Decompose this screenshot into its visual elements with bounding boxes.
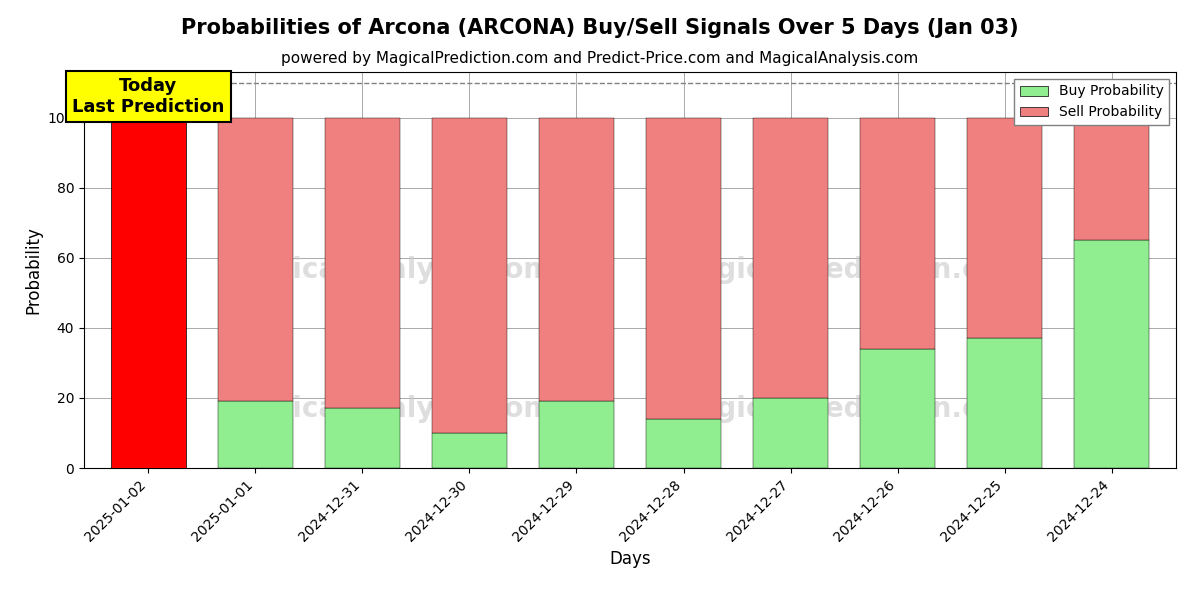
Text: MagicalAnalysis.com: MagicalAnalysis.com — [227, 395, 553, 422]
Text: Probabilities of Arcona (ARCONA) Buy/Sell Signals Over 5 Days (Jan 03): Probabilities of Arcona (ARCONA) Buy/Sel… — [181, 18, 1019, 38]
Bar — [432, 433, 506, 468]
Text: MagicalAnalysis.com: MagicalAnalysis.com — [227, 256, 553, 284]
Bar — [754, 118, 828, 398]
Text: Today
Last Prediction: Today Last Prediction — [72, 77, 224, 116]
Bar — [1074, 240, 1150, 468]
Bar — [646, 419, 721, 468]
X-axis label: Days: Days — [610, 550, 650, 568]
Bar — [967, 338, 1042, 468]
Text: powered by MagicalPrediction.com and Predict-Price.com and MagicalAnalysis.com: powered by MagicalPrediction.com and Pre… — [281, 51, 919, 66]
Bar — [754, 398, 828, 468]
Bar — [539, 401, 614, 468]
Bar — [110, 118, 186, 468]
Text: MagicalPrediction.com: MagicalPrediction.com — [670, 256, 1027, 284]
Bar — [325, 409, 400, 468]
Bar — [218, 118, 293, 401]
Bar — [646, 118, 721, 419]
Text: MagicalPrediction.com: MagicalPrediction.com — [670, 395, 1027, 422]
Bar — [860, 118, 935, 349]
Y-axis label: Probability: Probability — [24, 226, 42, 314]
Bar — [432, 118, 506, 433]
Bar — [539, 118, 614, 401]
Bar — [218, 401, 293, 468]
Bar — [860, 349, 935, 468]
Bar — [967, 118, 1042, 338]
Legend: Buy Probability, Sell Probability: Buy Probability, Sell Probability — [1014, 79, 1169, 125]
Bar — [1074, 118, 1150, 240]
Bar — [325, 118, 400, 409]
